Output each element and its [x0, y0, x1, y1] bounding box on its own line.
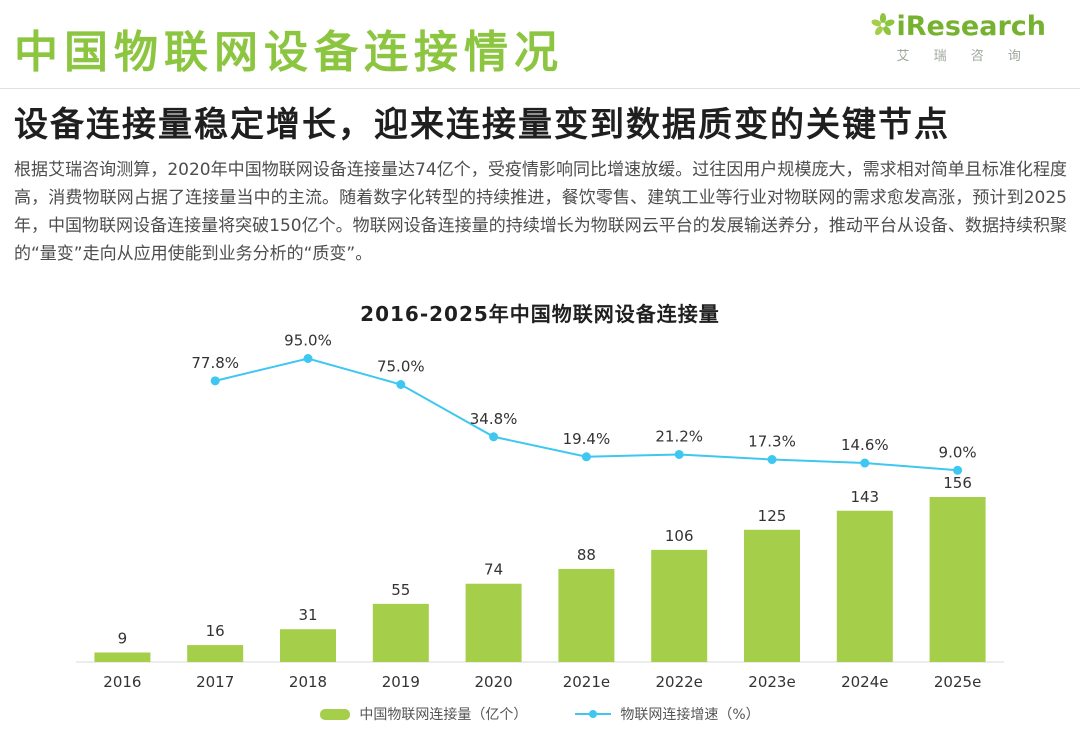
bar-2017 — [187, 645, 244, 662]
legend-item-growth: 物联网连接增速（%） — [575, 704, 760, 724]
bar-value-label: 106 — [665, 527, 694, 545]
legend-item-connections: 中国物联网连接量（亿个） — [320, 704, 527, 724]
growth-value-label: 19.4% — [563, 430, 611, 448]
brand-name: iResearch — [896, 11, 1046, 42]
growth-point — [210, 376, 220, 386]
brand-logo: iResearch 艾 瑞 咨 询 — [871, 12, 1046, 64]
growth-value-label: 75.0% — [377, 358, 425, 376]
bar-2019 — [372, 603, 429, 662]
bar-2022e — [651, 549, 708, 662]
growth-value-label: 17.3% — [748, 433, 796, 451]
x-axis-label: 2018 — [289, 673, 327, 691]
growth-value-label: 34.8% — [470, 410, 518, 428]
x-axis-label: 2016 — [103, 673, 141, 691]
growth-point — [303, 354, 313, 363]
bar-value-label: 88 — [577, 546, 596, 564]
legend-label-growth: 物联网连接增速（%） — [620, 707, 760, 723]
bar-value-label: 9 — [118, 629, 128, 647]
growth-value-label: 95.0% — [284, 332, 332, 350]
bar-2023e — [744, 529, 800, 662]
bar-2021e — [558, 568, 615, 662]
header-divider — [0, 88, 1080, 89]
bar-2025e — [929, 497, 986, 662]
brand-flower-icon — [871, 13, 895, 36]
brand-logo-top: iResearch — [871, 12, 1046, 42]
brand-name-cn: 艾 瑞 咨 询 — [896, 49, 1031, 64]
growth-value-label: 77.8% — [191, 354, 239, 372]
bar-2024e — [836, 510, 893, 662]
bar-value-label: 143 — [850, 488, 879, 506]
growth-value-label: 9.0% — [939, 443, 977, 461]
growth-point — [767, 455, 777, 465]
bar-value-label: 156 — [943, 474, 972, 492]
bar-value-label: 31 — [298, 606, 317, 624]
bar-2020 — [465, 583, 522, 662]
page-title: 中国物联网设备连接情况 — [14, 27, 564, 78]
growth-point — [581, 452, 591, 462]
growth-point — [953, 465, 963, 475]
page-subtitle: 设备连接量稳定增长，迎来连接量变到数据质变的关键节点 — [14, 105, 950, 145]
growth-point — [674, 449, 684, 459]
x-axis-label: 2022e — [655, 673, 702, 691]
x-axis-label: 2024e — [841, 673, 888, 691]
x-axis-label: 2025e — [934, 673, 981, 691]
x-axis-label: 2019 — [382, 673, 420, 691]
bar-2016 — [94, 652, 151, 662]
chart-legend: 中国物联网连接量（亿个） 物联网连接增速（%） — [0, 704, 1080, 724]
growth-value-label: 14.6% — [841, 436, 889, 454]
bar-value-label: 55 — [391, 581, 410, 599]
line-series-swatch — [575, 710, 612, 718]
x-axis-label: 2023e — [748, 673, 795, 691]
x-axis-label: 2017 — [196, 673, 234, 691]
iot-connections-chart: 9 2016 16 2017 31 2018 55 2019 74 2020 88 2021e 106 2… — [76, 332, 1004, 691]
intro-paragraph: 根据艾瑞咨询测算，2020年中国物联网设备连接量达74亿个，受疫情影响同比增速放… — [14, 160, 1067, 264]
growth-value-label: 21.2% — [655, 427, 703, 445]
x-axis-label: 2021e — [563, 673, 610, 691]
growth-point — [396, 380, 406, 389]
bar-2018 — [280, 629, 336, 662]
bar-series-swatch — [320, 708, 351, 720]
growth-point — [489, 432, 499, 442]
x-axis-label: 2020 — [475, 673, 513, 691]
legend-label-connections: 中国物联网连接量（亿个） — [359, 707, 528, 723]
bar-value-label: 16 — [206, 622, 225, 640]
bar-value-label: 74 — [484, 561, 503, 579]
bar-value-label: 125 — [758, 507, 787, 525]
chart-title: 2016-2025年中国物联网设备连接量 — [360, 302, 720, 326]
growth-point — [860, 458, 870, 468]
